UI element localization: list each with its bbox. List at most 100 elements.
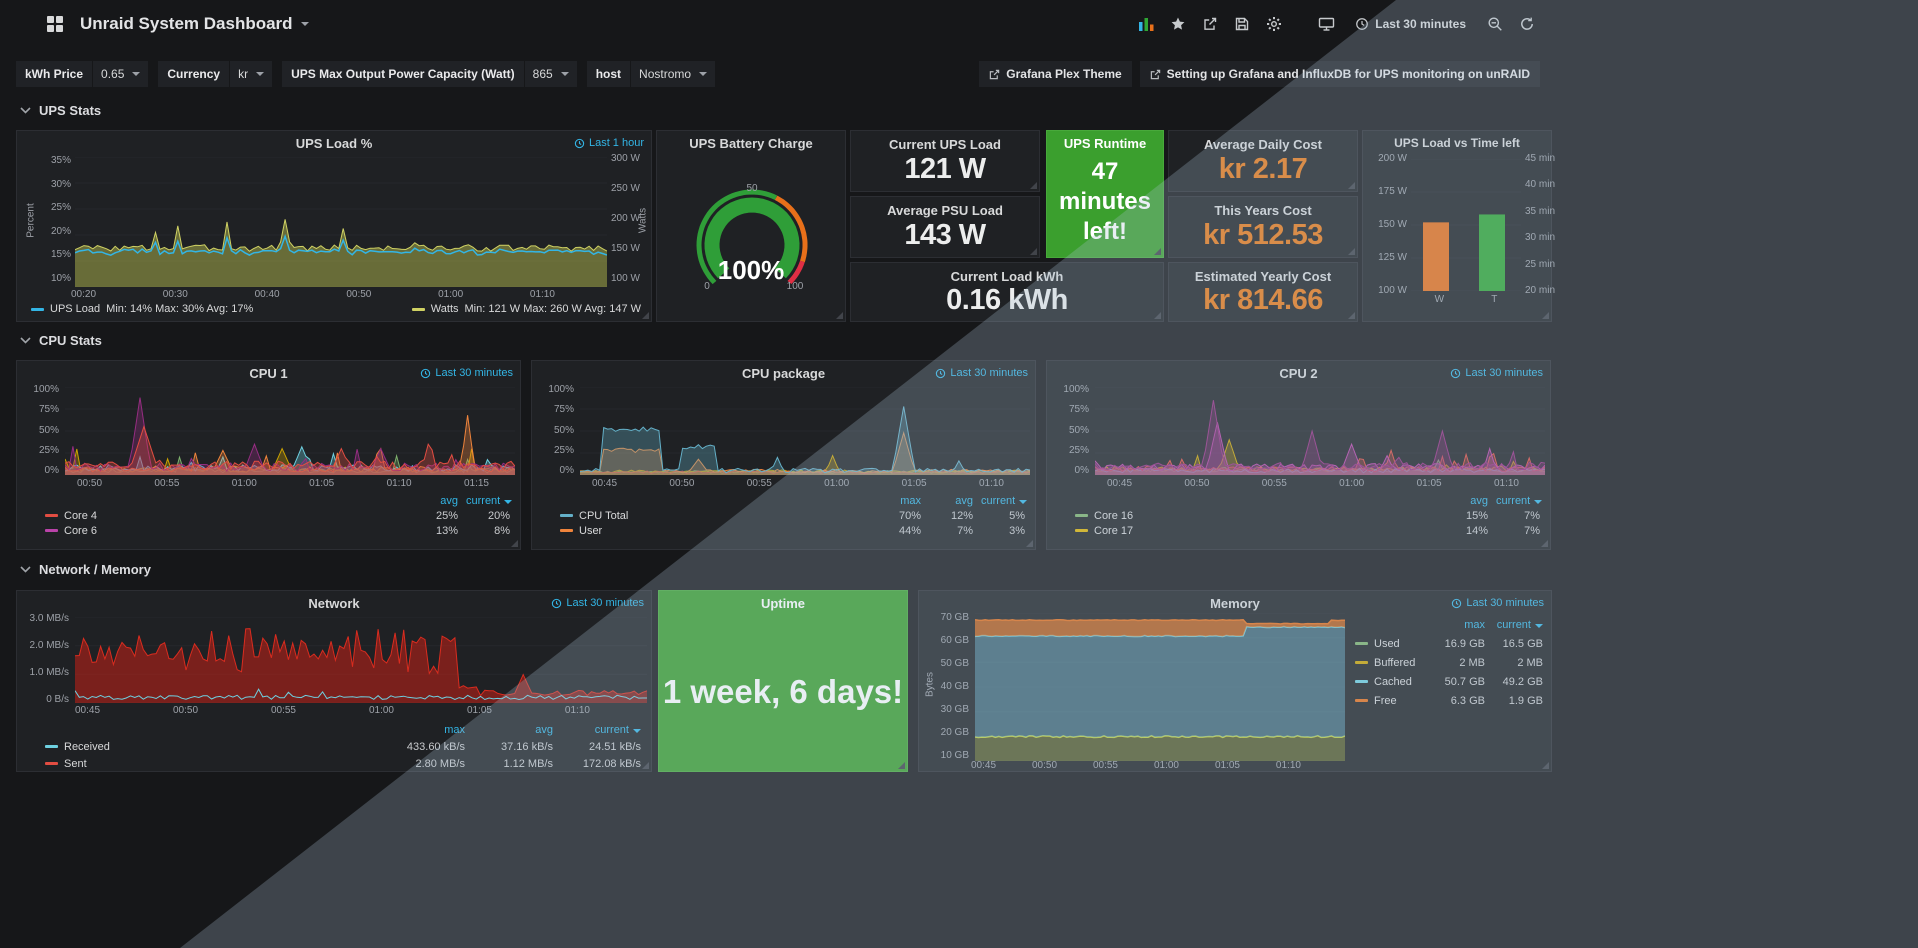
time-range-picker[interactable]: Last 30 minutes: [1345, 11, 1476, 37]
axis-tick: 0%: [1074, 465, 1089, 476]
add-panel-icon[interactable]: [1133, 11, 1159, 37]
legend-series[interactable]: Used: [1355, 638, 1427, 650]
link-grafana-plex-theme[interactable]: Grafana Plex Theme: [979, 61, 1132, 87]
panel-title[interactable]: Average Daily Cost: [1203, 137, 1322, 152]
save-icon[interactable]: [1229, 11, 1255, 37]
axis-tick: 00:50: [1184, 478, 1210, 489]
ups-bar-chart: [1411, 159, 1521, 291]
panel-time-range[interactable]: Last 30 minutes: [551, 597, 644, 609]
variable-value-dropdown[interactable]: kr: [230, 61, 273, 87]
clock-icon: [1451, 368, 1461, 378]
legend-column-avg[interactable]: avg: [535, 723, 553, 736]
panel-cpu-1: CPU 1 Last 30 minutes 100% 75% 50% 25% 0% 00…: [16, 360, 521, 550]
legend-series[interactable]: Received: [45, 741, 377, 753]
panel-title[interactable]: CPU 1: [249, 366, 288, 381]
section-network-memory[interactable]: Network / Memory: [20, 562, 151, 577]
series-dash: [1355, 661, 1368, 664]
legend-column-current[interactable]: current: [466, 495, 513, 507]
panel-title[interactable]: This Years Cost: [1214, 203, 1312, 218]
panel-title[interactable]: Network: [308, 596, 360, 611]
x-axis: 00:45 00:50 00:55 01:00 01:05 01:10: [971, 760, 1301, 771]
star-icon[interactable]: [1165, 11, 1191, 37]
panel-title[interactable]: Estimated Yearly Cost: [1194, 269, 1332, 284]
panel-title[interactable]: Current UPS Load: [889, 137, 1001, 152]
zoom-out-icon[interactable]: [1482, 11, 1508, 37]
legend-series[interactable]: CPU Total: [560, 510, 869, 522]
legend-series[interactable]: Cached: [1355, 676, 1427, 688]
legend-value: 15%: [1465, 509, 1488, 522]
panel-cpu-package: CPU package Last 30 minutes 100% 75% 50% 25…: [531, 360, 1036, 550]
panel-title[interactable]: Uptime: [760, 596, 806, 611]
legend-column-current[interactable]: current: [981, 495, 1028, 507]
y-axis: 100% 75% 50% 25% 0%: [21, 383, 59, 478]
series-dash: [1355, 642, 1368, 645]
panel-time-range[interactable]: Last 1 hour: [574, 137, 644, 149]
axis-tick: 50%: [38, 424, 59, 436]
dashboard-title[interactable]: Unraid System Dashboard: [80, 14, 309, 34]
legend-column-avg[interactable]: avg: [955, 494, 973, 507]
legend-series[interactable]: Core 17: [1075, 525, 1436, 537]
legend-series[interactable]: Sent: [45, 758, 377, 770]
legend-series[interactable]: Free: [1355, 695, 1427, 707]
panel-title[interactable]: UPS Load vs Time left: [1394, 136, 1520, 150]
panel-title[interactable]: UPS Runtime: [1063, 136, 1147, 151]
panel-time-range[interactable]: Last 30 minutes: [1451, 597, 1544, 609]
legend-item[interactable]: Watts Min: 121 W Max: 260 W Avg: 147 W: [411, 303, 641, 315]
legend-column-current[interactable]: current: [561, 724, 641, 736]
section-cpu-stats[interactable]: CPU Stats: [20, 333, 102, 348]
panel-title[interactable]: Current Load kWh: [950, 269, 1064, 284]
variable-kwh-price: kWh Price 0.65: [16, 61, 149, 87]
legend-column-max[interactable]: max: [444, 723, 465, 736]
series-dash: [31, 307, 44, 311]
legend-column-current[interactable]: current: [1493, 619, 1543, 631]
panel-time-range[interactable]: Last 30 minutes: [935, 367, 1028, 379]
legend-series[interactable]: Core 4: [45, 510, 406, 522]
axis-tick: 00:50: [172, 705, 199, 716]
panel-title[interactable]: CPU package: [741, 366, 826, 381]
variable-value-dropdown[interactable]: 865: [524, 61, 577, 87]
panel-title[interactable]: Memory: [1210, 596, 1260, 611]
variable-value: 865: [532, 67, 553, 81]
axis-tick: 20%: [50, 225, 71, 237]
cycle-view-monitor-icon[interactable]: [1313, 11, 1339, 37]
chevron-down-icon: [20, 566, 31, 573]
axis-tick: 20 min: [1525, 284, 1556, 296]
panel-title[interactable]: UPS Battery Charge: [689, 136, 813, 151]
x-axis: 00:50 00:55 01:00 01:05 01:10 01:15: [77, 478, 489, 489]
share-icon[interactable]: [1197, 11, 1223, 37]
axis-tick: 01:00: [824, 478, 850, 489]
axis-tick: 250 W: [611, 183, 640, 194]
legend-column-max[interactable]: max: [900, 494, 921, 507]
y-axis: 3.0 MB/s 2.0 MB/s 1.0 MB/s 0 B/s: [19, 612, 69, 707]
legend-series[interactable]: User: [560, 525, 869, 537]
legend-value: 3%: [1009, 524, 1025, 537]
panel-title[interactable]: CPU 2: [1279, 366, 1318, 381]
legend-series[interactable]: Core 6: [45, 525, 406, 537]
section-title: Network / Memory: [39, 562, 151, 577]
legend-column-avg[interactable]: avg: [440, 494, 458, 507]
legend-item[interactable]: UPS Load Min: 14% Max: 30% Avg: 17%: [31, 303, 253, 315]
panel-time-range[interactable]: Last 30 minutes: [1450, 367, 1543, 379]
battery-gauge: [696, 189, 808, 285]
chevron-down-icon: [132, 72, 141, 76]
link-ups-monitoring-guide[interactable]: Setting up Grafana and InfluxDB for UPS …: [1139, 61, 1540, 87]
refresh-icon[interactable]: [1514, 11, 1540, 37]
variable-value-dropdown[interactable]: Nostromo: [631, 61, 716, 87]
legend-column-current[interactable]: current: [1496, 495, 1543, 507]
legend-column-max[interactable]: max: [1464, 618, 1485, 631]
variable-ups-max-output: UPS Max Output Power Capacity (Watt) 865: [282, 61, 577, 87]
panel-time-range[interactable]: Last 30 minutes: [420, 367, 513, 379]
section-ups-stats[interactable]: UPS Stats: [20, 103, 101, 118]
panel-title[interactable]: Average PSU Load: [887, 203, 1003, 218]
panel-title[interactable]: UPS Load %: [295, 136, 373, 151]
variable-value-dropdown[interactable]: 0.65: [93, 61, 149, 87]
settings-gear-icon[interactable]: [1261, 11, 1287, 37]
legend-column-avg[interactable]: avg: [1470, 494, 1488, 507]
dashboard-grid-icon[interactable]: [42, 11, 68, 37]
axis-tick: 00:50: [77, 478, 103, 489]
legend-series[interactable]: Core 16: [1075, 510, 1436, 522]
legend-series[interactable]: Buffered: [1355, 657, 1427, 669]
panel-average-psu-load: Average PSU Load 143 W: [850, 196, 1040, 258]
axis-tick: 60 GB: [940, 635, 969, 646]
clock-icon: [552, 598, 562, 608]
